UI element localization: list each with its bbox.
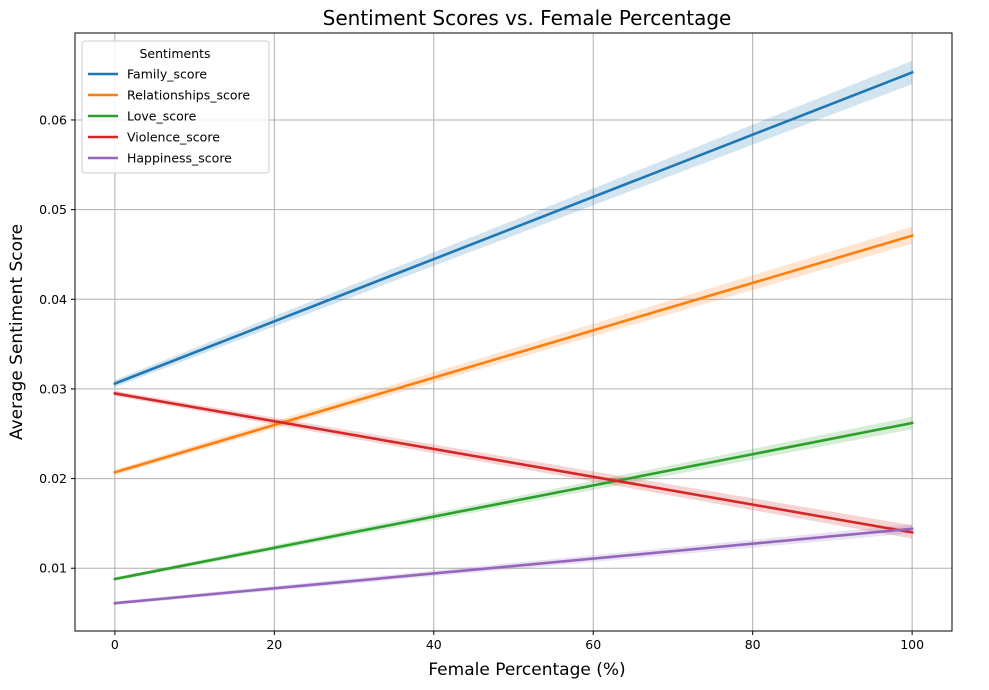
plot-frame — [74, 32, 953, 632]
x-tick-label: 100 — [900, 637, 924, 652]
y-axis-title: Average Sentiment Score — [7, 224, 27, 440]
legend-entry: Happiness_score — [88, 151, 232, 166]
series-line-Happiness_score — [113, 527, 914, 605]
y-tick-label: 0.06 — [39, 112, 67, 127]
legend-label: Violence_score — [127, 130, 220, 145]
legend-box — [81, 40, 270, 174]
series-line-Love_score — [113, 421, 914, 581]
y-axis-ticks: 0.01 0.02 0.03 0.04 0.05 0.06 — [39, 112, 75, 576]
x-axis-title: Female Percentage (%) — [428, 660, 625, 680]
y-tick-label: 0.03 — [39, 381, 67, 396]
legend-entry: Family_score — [88, 67, 207, 82]
y-tick-label: 0.01 — [39, 561, 67, 576]
legend-entry: Relationships_score — [88, 88, 250, 103]
y-tick-label: 0.04 — [39, 292, 67, 307]
legend-entry: Love_score — [88, 109, 197, 124]
legend-label: Family_score — [127, 67, 207, 82]
legend-label: Relationships_score — [127, 88, 250, 103]
legend-label: Love_score — [127, 109, 197, 124]
x-axis-ticks: 0 20 40 60 80 100 — [111, 631, 924, 652]
legend-title: Sentiments — [139, 46, 210, 61]
x-tick-label: 0 — [111, 637, 119, 652]
series-line-Relationships_score — [113, 234, 914, 474]
x-tick-label: 40 — [426, 637, 442, 652]
x-tick-label: 20 — [266, 637, 282, 652]
y-tick-label: 0.02 — [39, 471, 67, 486]
legend-items: Family_score Relationships_score Love_scor… — [88, 67, 250, 166]
series-line-Violence_score — [113, 391, 914, 534]
legend-entry: Violence_score — [88, 130, 220, 145]
x-tick-label: 60 — [585, 637, 601, 652]
x-tick-label: 80 — [745, 637, 761, 652]
legend: Sentiments Family_score Relationships_sco… — [81, 40, 270, 174]
y-tick-label: 0.05 — [39, 202, 67, 217]
gridlines — [75, 33, 952, 631]
series-lines — [113, 70, 914, 605]
series-line-Family_score — [113, 70, 914, 386]
chart-title: Sentiment Scores vs. Female Percentage — [323, 6, 732, 30]
legend-label: Happiness_score — [127, 151, 232, 166]
